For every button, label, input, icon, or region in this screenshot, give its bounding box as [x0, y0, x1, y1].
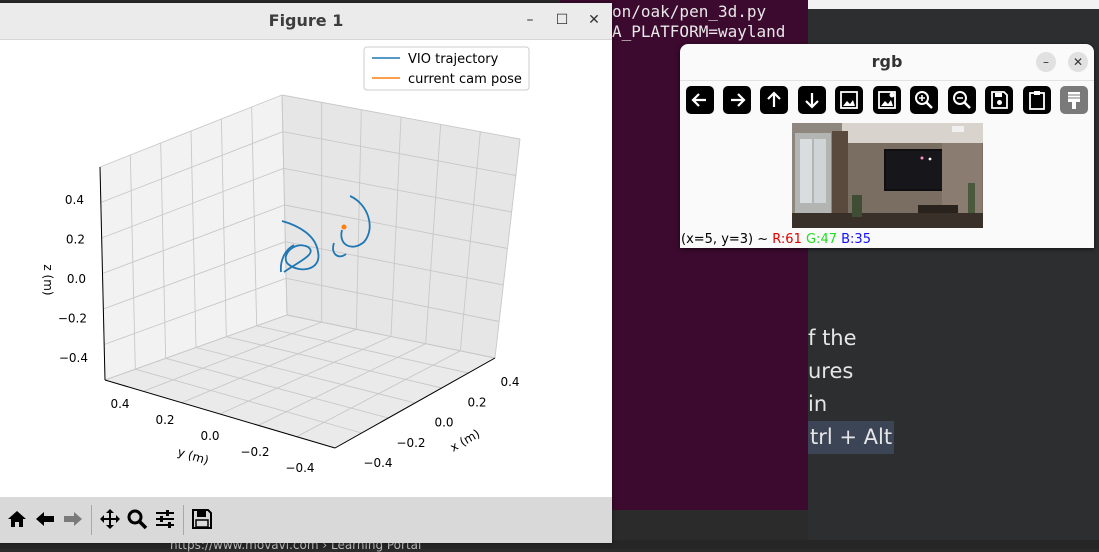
grid-lines — [99, 94, 521, 449]
clipboard-icon[interactable] — [1023, 86, 1051, 114]
pixel-red-value: R:61 — [772, 232, 802, 247]
save-icon[interactable] — [190, 507, 214, 531]
forward-arrow-icon[interactable] — [61, 507, 85, 531]
figure-toolbar — [0, 497, 612, 543]
legend: VIO trajectory current cam pose — [363, 46, 530, 91]
image-icon[interactable] — [835, 86, 863, 114]
legend-item: current cam pose — [408, 72, 522, 87]
properties-icon[interactable] — [1060, 86, 1088, 114]
x-tick-label: 0.2 — [467, 395, 486, 409]
terminal-line: on/oak/pen_3d.py — [612, 2, 767, 21]
grid-line — [296, 350, 461, 438]
toolbar-separator — [183, 505, 184, 535]
minimize-button[interactable]: – — [1036, 52, 1056, 72]
grid-line — [286, 277, 500, 322]
x-tick-label: 0.0 — [434, 416, 453, 430]
legend-box — [363, 46, 530, 91]
highlighted-text: trl + Alt — [808, 421, 895, 454]
x-tick-label: 0.4 — [500, 375, 519, 389]
vio-trajectory-line — [332, 195, 371, 258]
toolbar-separator — [91, 505, 92, 535]
y-axis-line — [104, 379, 336, 449]
z-tick-label: −0.2 — [58, 312, 87, 326]
y-tick-label: −0.2 — [240, 445, 269, 459]
camera-frame-image[interactable] — [792, 123, 983, 228]
figure-title: Figure 1 — [268, 11, 344, 30]
zoom-in-icon[interactable] — [910, 86, 938, 114]
rgb-window: rgb – ✕ (x=5, y=3) ~ R:61 G — [680, 44, 1094, 248]
grid-line — [494, 138, 521, 359]
z-axis-label: z (m) — [41, 264, 55, 295]
maximize-button[interactable]: ☐ — [555, 12, 569, 28]
doc-line: f the — [808, 326, 857, 350]
doc-line: in — [808, 392, 828, 416]
close-button[interactable]: ✕ — [588, 12, 600, 28]
y-axis-label: y (m) — [176, 445, 211, 468]
back-arrow-icon[interactable] — [33, 507, 57, 531]
axis-ticks: 0.4 0.2 0.0 −0.2 −0.4 0.4 0.2 0.0 −0.2 −0.4 −0.4 −0… — [58, 193, 520, 475]
y-tick-label: 0.0 — [200, 429, 219, 443]
zoom-out-icon[interactable] — [948, 86, 976, 114]
right-arrow-icon[interactable] — [723, 86, 751, 114]
y-tick-label: 0.4 — [110, 397, 129, 411]
taskbar-strip — [0, 540, 1099, 549]
browser-topbar — [808, 0, 1099, 9]
grid-line — [281, 94, 288, 316]
terminal-line: A_PLATFORM=wayland — [612, 22, 786, 41]
image-settings-icon[interactable] — [873, 86, 901, 114]
zoom-icon[interactable] — [125, 507, 149, 531]
grid-line — [104, 277, 287, 345]
y-tick-label: 0.2 — [155, 413, 174, 427]
left-arrow-icon[interactable] — [686, 86, 714, 114]
doc-line: trl + Alt — [808, 421, 895, 454]
close-button[interactable]: ✕ — [1068, 52, 1088, 72]
right-pane — [282, 95, 520, 358]
subplots-icon[interactable] — [153, 507, 177, 531]
pixel-coords: (x=5, y=3) ~ — [681, 232, 773, 247]
x-tick-label: −0.4 — [363, 456, 392, 470]
up-arrow-icon[interactable] — [760, 86, 788, 114]
vio-trajectory-line — [279, 244, 295, 273]
z-tick-label: 0.4 — [65, 193, 84, 207]
doc-line: ures — [808, 359, 854, 383]
pixel-status-bar: (x=5, y=3) ~ R:61 G:47 B:35 — [681, 232, 871, 247]
rgb-titlebar[interactable]: rgb – ✕ — [680, 44, 1094, 81]
pan-icon[interactable] — [98, 507, 122, 531]
x-axis-label: x (m) — [448, 426, 483, 454]
home-icon[interactable] — [5, 507, 29, 531]
save-icon[interactable] — [985, 86, 1013, 114]
vio-trajectory-line — [281, 220, 320, 273]
3d-plot[interactable]: 0.4 0.2 0.0 −0.2 −0.4 0.4 0.2 0.0 −0.2 −0.4 −0.4 −0… — [0, 40, 612, 498]
terminal-output: on/oak/pen_3d.py A_PLATFORM=wayland — [612, 2, 785, 42]
z-axis-line — [99, 166, 106, 381]
pixel-green-value: G:47 — [805, 232, 837, 247]
background-text: f the ures in trl + Alt — [808, 322, 895, 454]
z-tick-label: 0.2 — [66, 233, 85, 247]
grid-line — [104, 314, 288, 381]
rgb-title: rgb — [871, 52, 903, 71]
x-axis-line — [334, 357, 496, 449]
grid-line — [286, 314, 496, 359]
pixel-blue-value: B:35 — [841, 232, 871, 247]
z-tick-label: 0.0 — [67, 272, 86, 286]
figure-titlebar[interactable]: Figure 1 – ☐ ✕ — [0, 3, 612, 40]
current-cam-pose-marker — [341, 224, 347, 230]
y-tick-label: −0.4 — [285, 461, 314, 475]
legend-item: VIO trajectory — [408, 52, 499, 67]
minimize-button[interactable]: – — [526, 12, 534, 28]
down-arrow-icon[interactable] — [798, 86, 826, 114]
x-tick-label: −0.2 — [396, 436, 425, 450]
floor-pane — [105, 315, 495, 448]
figure-window: Figure 1 – ☐ ✕ 0.4 0.2 0.0 −0.2 −0.4 0.4 0.2 0.… — [0, 3, 612, 543]
z-tick-label: −0.4 — [59, 351, 88, 365]
